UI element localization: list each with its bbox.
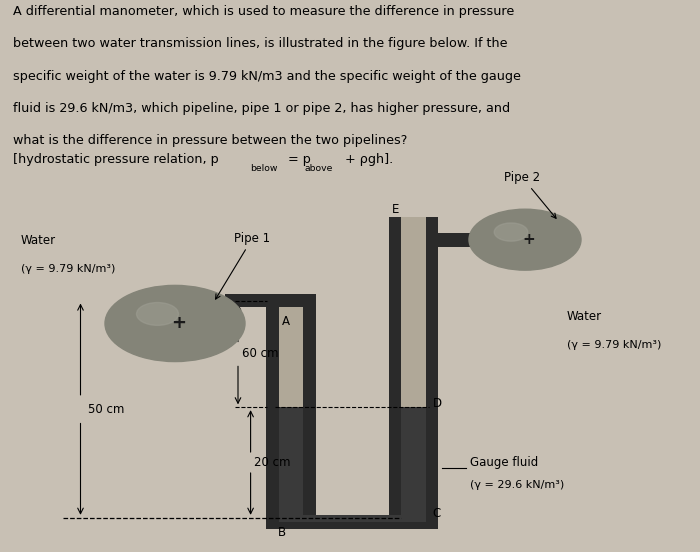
Text: Pipe 1: Pipe 1 bbox=[216, 232, 271, 299]
Bar bbox=[426, 247, 438, 263]
Text: fluid is 29.6 kN/m3, which pipeline, pipe 1 or pipe 2, has higher pressure, and: fluid is 29.6 kN/m3, which pipeline, pip… bbox=[13, 102, 510, 115]
Circle shape bbox=[105, 285, 245, 362]
Bar bbox=[389, 217, 401, 529]
Bar bbox=[279, 521, 426, 522]
Text: +: + bbox=[522, 232, 535, 247]
Text: Pipe 2: Pipe 2 bbox=[504, 171, 556, 218]
Text: 20 cm: 20 cm bbox=[254, 456, 290, 469]
Circle shape bbox=[494, 223, 528, 241]
Text: B: B bbox=[278, 527, 286, 539]
Circle shape bbox=[136, 302, 178, 325]
Text: + ρgh].: + ρgh]. bbox=[341, 153, 393, 166]
Bar bbox=[389, 247, 401, 263]
Text: 50 cm: 50 cm bbox=[88, 402, 124, 416]
Text: C: C bbox=[433, 507, 441, 521]
Text: specific weight of the water is 9.79 kN/m3 and the specific weight of the gauge: specific weight of the water is 9.79 kN/… bbox=[13, 70, 521, 83]
Text: between two water transmission lines, is illustrated in the figure below. If the: between two water transmission lines, is… bbox=[13, 38, 507, 50]
Bar bbox=[303, 301, 316, 529]
Text: 60 cm: 60 cm bbox=[241, 347, 278, 360]
Bar bbox=[401, 407, 426, 522]
Text: what is the difference in pressure between the two pipelines?: what is the difference in pressure betwe… bbox=[13, 134, 407, 147]
Bar bbox=[225, 294, 316, 307]
Bar bbox=[279, 514, 426, 522]
Text: D: D bbox=[433, 397, 442, 410]
Text: (γ = 9.79 kN/m³): (γ = 9.79 kN/m³) bbox=[567, 340, 661, 350]
Bar bbox=[266, 301, 279, 529]
Text: A: A bbox=[282, 315, 290, 328]
Bar bbox=[266, 522, 438, 529]
Circle shape bbox=[469, 209, 581, 270]
Bar bbox=[438, 233, 484, 247]
Text: = p: = p bbox=[284, 153, 311, 166]
Text: (γ = 29.6 kN/m³): (γ = 29.6 kN/m³) bbox=[470, 480, 564, 490]
Text: +: + bbox=[171, 315, 186, 332]
Text: [hydrostatic pressure relation, p: [hydrostatic pressure relation, p bbox=[13, 153, 218, 166]
Text: A differential manometer, which is used to measure the difference in pressure: A differential manometer, which is used … bbox=[13, 5, 514, 18]
Bar bbox=[266, 294, 279, 307]
Bar bbox=[279, 407, 303, 522]
Bar bbox=[426, 217, 438, 529]
Text: Gauge fluid: Gauge fluid bbox=[470, 456, 538, 469]
Text: (γ = 9.79 kN/m³): (γ = 9.79 kN/m³) bbox=[21, 264, 116, 274]
Text: Water: Water bbox=[567, 310, 602, 323]
Text: E: E bbox=[392, 203, 399, 216]
Text: above: above bbox=[304, 164, 333, 173]
Bar bbox=[279, 301, 303, 407]
Text: below: below bbox=[251, 164, 278, 173]
Bar bbox=[401, 217, 426, 407]
Text: Water: Water bbox=[21, 234, 56, 247]
